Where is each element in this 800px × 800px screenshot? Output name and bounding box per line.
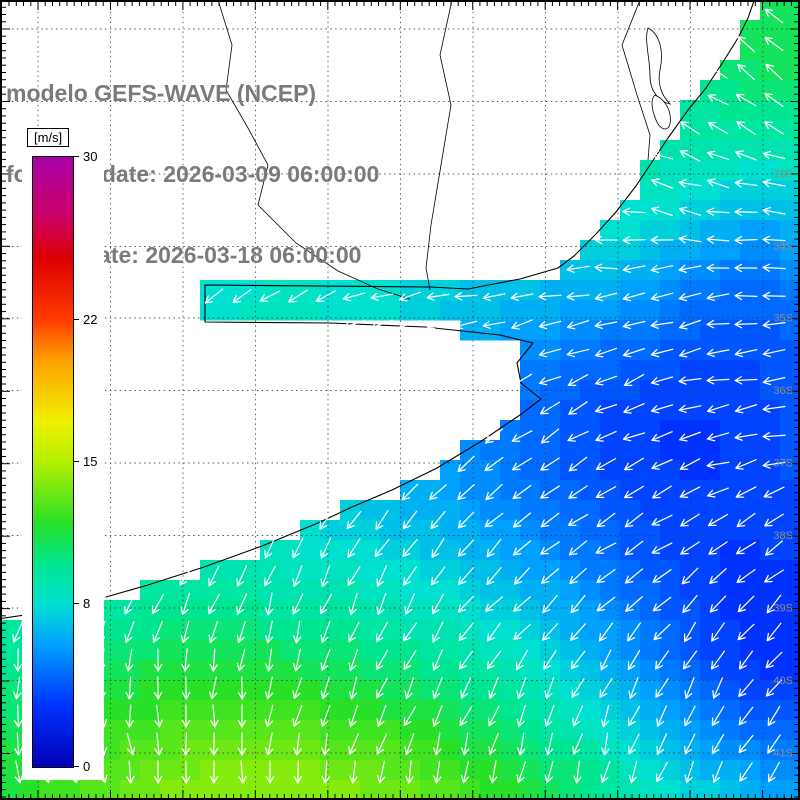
lat-label: 33S xyxy=(773,169,793,181)
colorbar-gradient xyxy=(32,156,74,768)
lat-label: 34S xyxy=(773,241,793,253)
rivers xyxy=(217,0,651,300)
lat-label: 39S xyxy=(773,603,793,615)
lat-label: 41S xyxy=(773,748,793,760)
lat-label: 35S xyxy=(773,313,793,325)
coastal-lagoons xyxy=(646,27,672,130)
colorbar-tick-value: 22 xyxy=(83,311,98,327)
model-title: modelo GEFS-WAVE (NCEP) xyxy=(6,80,317,106)
colorbar-tick-value: 30 xyxy=(83,149,98,164)
lat-label: 37S xyxy=(773,458,793,470)
latitude-labels: 33S 34S 35S 36S 37S 38S 39S 40S 41S xyxy=(773,169,793,760)
colorbar-tick-value: 0 xyxy=(83,759,91,774)
lat-label: 40S xyxy=(773,675,793,687)
wind-arrows xyxy=(12,8,786,784)
lat-label: 36S xyxy=(773,385,793,397)
colorbar-tick-value: 8 xyxy=(83,596,91,612)
colorbar-unit-label: [m/s] xyxy=(27,128,70,147)
colorbar: [m/s] 30 22 15 8 0 xyxy=(22,126,104,780)
colorbar-tick-value: 15 xyxy=(83,454,98,469)
lat-label: 38S xyxy=(773,530,793,542)
coastline xyxy=(0,0,755,620)
